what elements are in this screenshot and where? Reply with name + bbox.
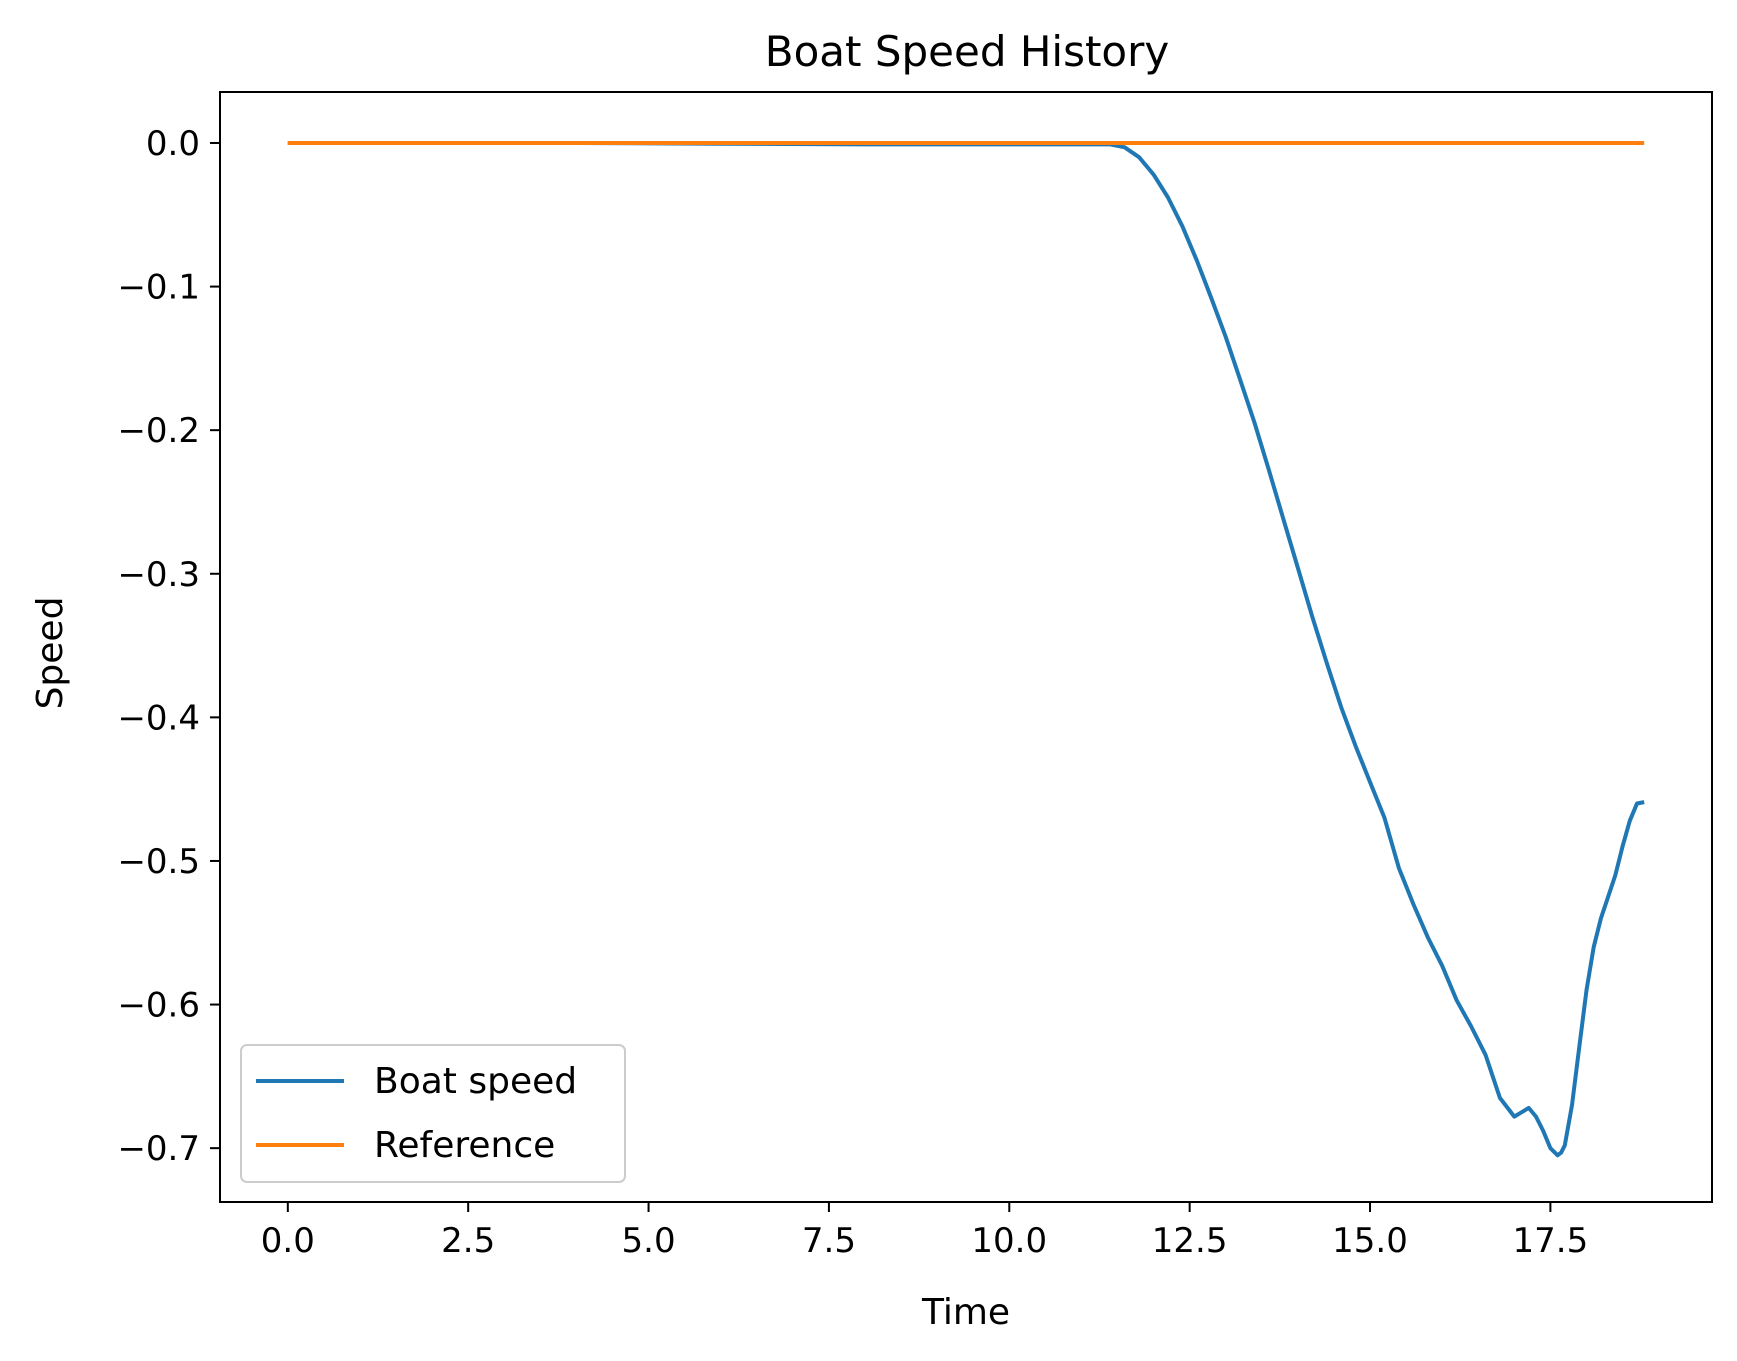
y-axis: 0.0 −0.1 −0.2 −0.3 −0.4 −0.5 −0.6 −0.7 bbox=[117, 124, 220, 1169]
y-tick-label: −0.6 bbox=[117, 986, 200, 1026]
x-tick-label: 17.5 bbox=[1513, 1221, 1589, 1261]
series-line-boat-speed bbox=[287, 141, 1645, 1158]
x-tick-label: 7.5 bbox=[802, 1221, 856, 1261]
y-tick-label: 0.0 bbox=[146, 124, 200, 164]
y-tick-label: −0.2 bbox=[117, 411, 200, 451]
y-tick-label: −0.4 bbox=[117, 698, 200, 738]
y-tick-label: −0.5 bbox=[117, 842, 200, 882]
x-tick-label: 2.5 bbox=[441, 1221, 495, 1261]
legend-label-boat-speed: Boat speed bbox=[374, 1061, 577, 1102]
x-tick-label: 15.0 bbox=[1332, 1221, 1408, 1261]
x-tick-label: 10.0 bbox=[971, 1221, 1047, 1261]
x-axis: 0.0 2.5 5.0 7.5 10.0 12.5 15.0 17.5 bbox=[261, 1202, 1588, 1261]
y-tick-label: −0.7 bbox=[117, 1129, 200, 1169]
series-layer bbox=[287, 141, 1645, 1158]
x-axis-label: Time bbox=[921, 1292, 1010, 1333]
legend-label-reference: Reference bbox=[374, 1125, 555, 1166]
chart-title: Boat Speed History bbox=[765, 27, 1170, 76]
y-axis-label: Speed bbox=[30, 597, 71, 710]
plot-area-frame bbox=[219, 91, 1713, 1203]
y-tick-label: −0.3 bbox=[117, 555, 200, 595]
legend: Boat speed Reference bbox=[240, 1044, 626, 1183]
x-tick-label: 0.0 bbox=[261, 1221, 315, 1261]
x-tick-label: 12.5 bbox=[1152, 1221, 1228, 1261]
x-tick-label: 5.0 bbox=[622, 1221, 676, 1261]
y-tick-label: −0.1 bbox=[117, 268, 200, 308]
